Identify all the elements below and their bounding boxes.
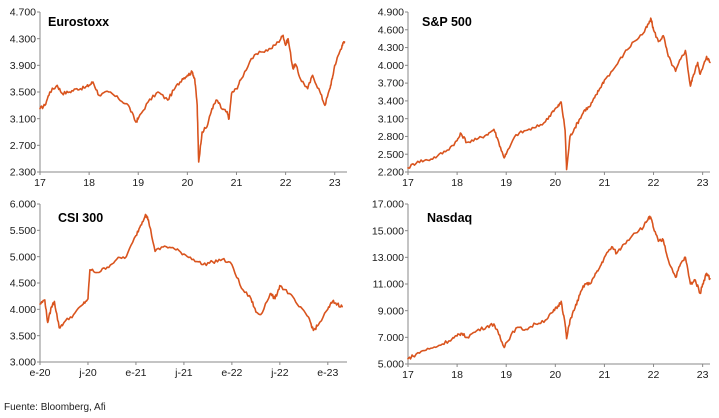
y-tick-label: 3.400 [378,95,404,107]
x-tick-label: 23 [697,177,709,189]
y-tick-label: 5.000 [10,251,36,263]
series-line [39,213,343,332]
x-tick-label: 20 [549,369,561,381]
x-tick-label: 19 [500,369,512,381]
x-tick-label: e-22 [221,367,242,379]
chart-title: Eurostoxx [48,15,109,29]
series-line [39,34,346,163]
y-tick-label: 2.700 [10,140,36,152]
x-tick-label: j-20 [78,367,97,379]
y-tick-label: 7.000 [378,332,404,344]
y-tick-label: 3.100 [378,113,404,125]
x-tick-label: 23 [329,177,341,189]
x-tick-label: 17 [402,369,414,381]
x-tick-label: 22 [648,369,660,381]
y-tick-label: 6.000 [10,199,36,211]
chart-panel-csi300: CSI 300 6.000 5.500 5.000 4.500 4.000 3.500 3.… [10,199,347,379]
y-tick-label: 4.900 [378,7,404,19]
y-tick-label: 13.000 [372,252,404,264]
y-tick-label: 4.300 [378,42,404,54]
chart-title: CSI 300 [58,211,103,225]
y-tick-label: 4.600 [378,24,404,36]
y-tick-label: 4.000 [378,60,404,72]
y-tick-label: 4.700 [10,7,36,19]
y-tick-label: 2.800 [378,131,404,143]
y-tick-label: 4.300 [10,33,36,45]
x-tick-label: e-23 [317,367,338,379]
y-tick-label: 17.000 [372,199,404,211]
series-line [407,215,711,360]
y-tick-label: 3.500 [10,330,36,342]
y-tick-label: 2.200 [378,167,404,179]
x-tick-label: 18 [451,369,463,381]
x-tick-label: e-21 [125,367,146,379]
x-tick-label: 21 [599,369,611,381]
series-line [407,17,711,171]
source-note: Fuente: Bloomberg, Afi [4,402,106,413]
y-tick-label: 4.000 [10,304,36,316]
x-tick-label: j-21 [174,367,193,379]
x-tick-label: 22 [280,177,292,189]
y-tick-label: 3.700 [378,78,404,90]
y-tick-label: 2.500 [378,149,404,161]
y-tick-label: 3.500 [10,87,36,99]
y-tick-label: 15.000 [372,225,404,237]
y-tick-label: 2.300 [10,167,36,179]
y-tick-label: 3.900 [10,60,36,72]
x-tick-label: 22 [648,177,660,189]
x-tick-label: 20 [182,177,194,189]
chart-panel-eurostoxx: Eurostoxx 4.700 4.300 3.900 3.500 3.100 2.700… [10,7,347,189]
x-tick-label: j-22 [270,367,289,379]
x-tick-label: 23 [697,369,709,381]
y-tick-label: 3.100 [10,113,36,125]
y-tick-label: 5.500 [10,225,36,237]
chart-panel-sp500: S&P 500 4.900 4.600 4.300 4.000 3.700 3.400 3.… [378,7,711,189]
y-tick-label: 3.000 [10,357,36,369]
y-tick-label: 5.000 [378,359,404,371]
x-tick-label: 17 [402,177,414,189]
chart-title: Nasdaq [427,211,472,225]
x-tick-label: 19 [500,177,512,189]
y-tick-label: 9.000 [378,305,404,317]
x-tick-label: 18 [83,177,95,189]
x-tick-label: 20 [549,177,561,189]
chart-panel-nasdaq: Nasdaq 17.000 15.000 13.000 11.000 9.000 7.00… [372,199,711,381]
x-tick-label: e-20 [29,367,50,379]
x-tick-label: 18 [451,177,463,189]
y-tick-label: 11.000 [373,279,404,291]
y-tick-label: 4.500 [10,278,36,290]
x-tick-label: 21 [599,177,611,189]
x-tick-label: 19 [132,177,144,189]
x-tick-label: 21 [231,177,243,189]
chart-title: S&P 500 [422,15,472,29]
x-tick-label: 17 [34,177,46,189]
